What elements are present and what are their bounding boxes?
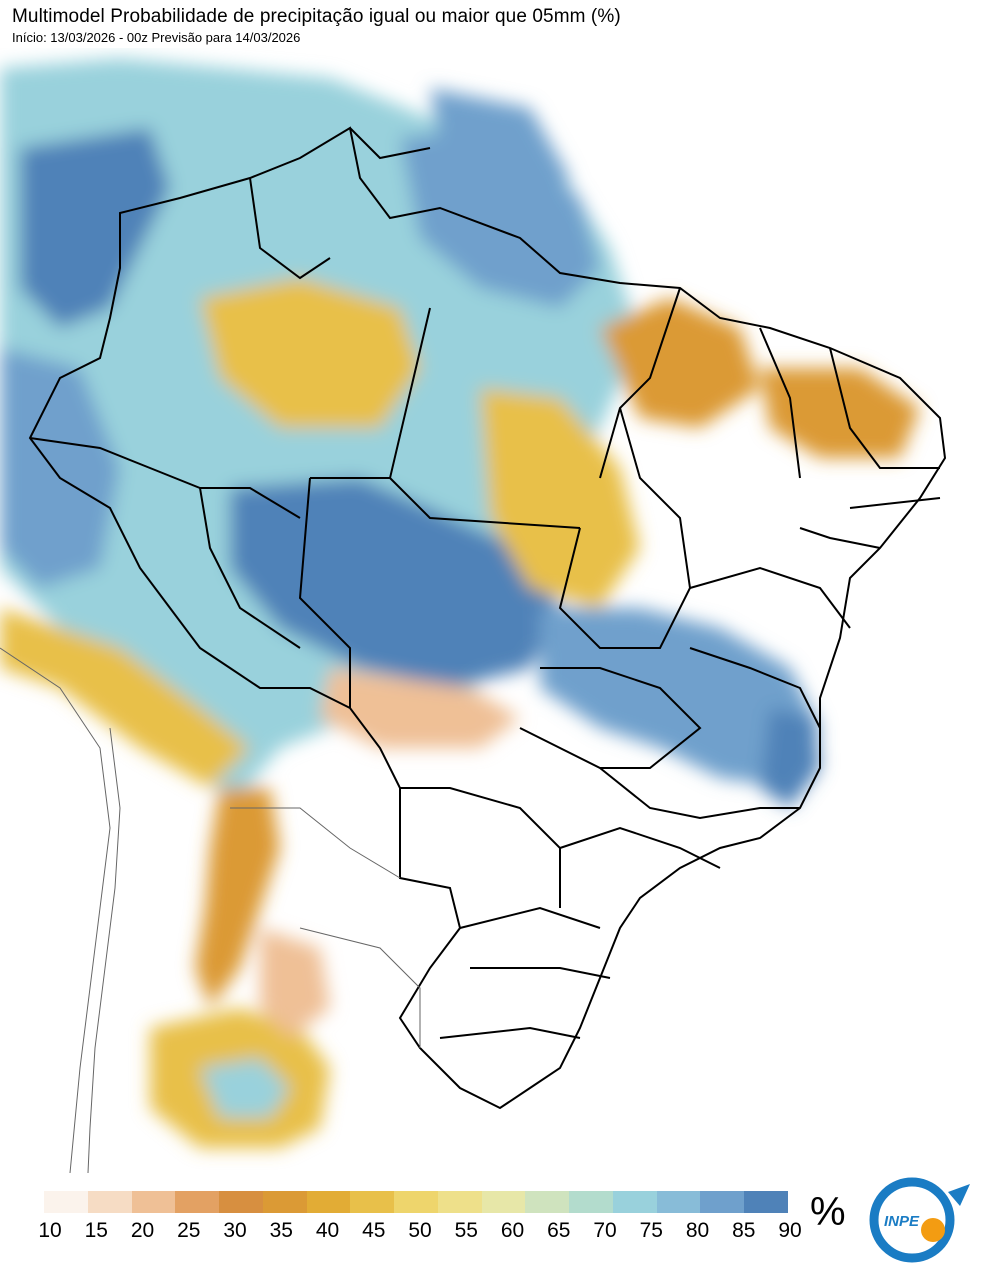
inpe-logo-sun — [921, 1218, 945, 1242]
colorbar-swatch — [437, 1191, 482, 1213]
border-maranhao-piaui — [599, 287, 681, 479]
field-bahia-coast — [760, 708, 820, 808]
chile-coast — [87, 727, 121, 1173]
map-title: Multimodel Probabilidade de precipitação… — [12, 6, 621, 27]
precipitation-field — [0, 58, 920, 1148]
inpe-logo: INPE — [860, 1172, 975, 1264]
colorbar-swatch — [700, 1191, 745, 1213]
colorbar-tick-label: 60 — [500, 1219, 525, 1242]
map-svg — [0, 48, 984, 1173]
colorbar-swatch — [219, 1191, 263, 1213]
field-northeast-patch — [760, 368, 920, 458]
country-borders — [0, 647, 421, 1173]
colorbar-tick-label: 25 — [177, 1219, 201, 1242]
border-northeast-states — [759, 327, 941, 549]
colorbar-unit: % — [810, 1190, 846, 1234]
border-rondonia — [199, 487, 301, 649]
field-goias-minas — [540, 608, 820, 788]
border-mato-grosso-sul — [400, 787, 561, 908]
colorbar-tick-label: 85 — [732, 1219, 756, 1242]
map-subtitle: Início: 13/03/2026 - 00z Previsão para 1… — [12, 30, 301, 45]
colorbar-tick-label: 70 — [593, 1219, 617, 1242]
colorbar-swatch — [350, 1191, 395, 1213]
colorbar-swatch — [87, 1191, 132, 1213]
colorbar-tick-label: 10 — [38, 1219, 62, 1242]
colorbar-tick-label: 90 — [778, 1219, 802, 1242]
field-andes-streak — [195, 788, 280, 1008]
field-argentina-light — [260, 928, 330, 1038]
field-rondonia-edge — [320, 668, 520, 748]
colorbar — [44, 1191, 789, 1213]
argentina-uruguay-border — [299, 927, 421, 1048]
inpe-logo-ring — [869, 1177, 955, 1263]
field-north-coast — [430, 88, 570, 228]
colorbar-swatch — [175, 1191, 220, 1213]
inpe-logo-text: INPE — [884, 1213, 920, 1230]
border-mato-grosso — [298, 477, 390, 708]
colorbar-tick-label: 75 — [639, 1219, 663, 1242]
colorbar-tick-label: 30 — [223, 1219, 247, 1242]
state-borders — [28, 126, 947, 1110]
colorbar-tick-label: 20 — [130, 1219, 155, 1242]
field-tocantins-dry — [480, 388, 640, 608]
colorbar-swatch — [656, 1191, 701, 1213]
field-northwest-core — [20, 128, 170, 328]
colorbar-tick-label: 50 — [408, 1219, 432, 1242]
andes-border — [0, 647, 111, 1173]
colorbar-swatch — [744, 1191, 789, 1213]
colorbar-tick-label: 45 — [362, 1219, 386, 1242]
border-minas — [599, 767, 800, 820]
colorbar-tick-label: 80 — [685, 1219, 710, 1242]
border-tocantins — [558, 407, 692, 649]
border-south — [439, 906, 611, 1039]
colorbar-swatch — [481, 1191, 526, 1213]
field-argentina-core — [200, 1058, 290, 1118]
colorbar-tick-label: 40 — [315, 1219, 340, 1242]
border-acre — [29, 437, 301, 519]
inpe-logo-arrow — [948, 1184, 970, 1206]
colorbar-swatch — [44, 1191, 88, 1213]
colorbar-swatch — [306, 1191, 351, 1213]
colorbar-swatch — [569, 1191, 613, 1213]
colorbar-swatch — [612, 1191, 657, 1213]
colorbar-tick-label: 15 — [84, 1219, 108, 1242]
colorbar-swatch — [525, 1191, 570, 1213]
colorbar-swatch — [262, 1191, 307, 1213]
colorbar-swatch — [394, 1191, 438, 1213]
border-sao-paulo — [559, 826, 721, 869]
border-amazonas-para — [388, 307, 581, 529]
colorbar-tick-label: 65 — [547, 1219, 571, 1242]
colorbar-swatch — [131, 1191, 176, 1213]
colorbar-tick-label: 55 — [454, 1219, 478, 1242]
border-bahia — [689, 566, 851, 729]
colorbar-ticks: 10 15 20 25 30 35 40 45 50 55 60 65 70 75 80 85 90 — [30, 1219, 805, 1245]
brazil-outline — [28, 126, 947, 1110]
field-maranhao-dry — [600, 298, 760, 428]
colorbar-tick-label: 35 — [269, 1219, 293, 1242]
field-amazon-dry-belt — [200, 278, 420, 428]
field-southwest-amazon — [0, 608, 250, 788]
precipitation-probability-map — [0, 48, 984, 1173]
border-roraima-amapa — [249, 127, 431, 280]
field-west-blue — [0, 348, 120, 588]
bolivia-paraguay-border — [230, 807, 401, 879]
border-goias — [519, 667, 702, 769]
field-central-core — [230, 478, 560, 688]
